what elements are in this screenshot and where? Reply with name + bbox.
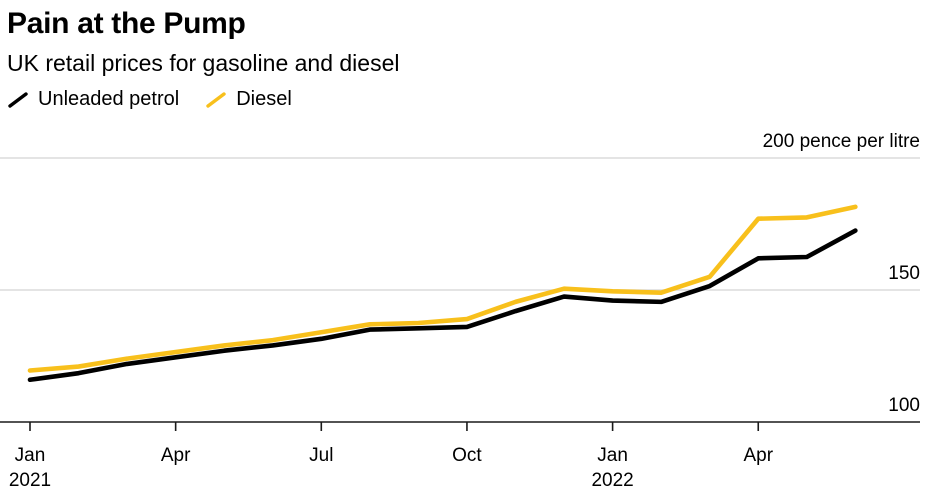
y-axis-label-100: 100: [888, 395, 920, 416]
series-line-diesel: [27, 204, 858, 373]
x-axis-year-label: 2022: [591, 470, 633, 491]
chart-title: Pain at the Pump: [7, 7, 246, 40]
diesel-line-swatch-icon: [206, 91, 226, 108]
y-axis-label-200: 200 pence per litre: [763, 131, 920, 152]
x-axis-label: Jan: [15, 445, 46, 466]
x-axis-label: Jul: [309, 445, 333, 466]
chart-subtitle: UK retail prices for gasoline and diesel: [7, 50, 400, 76]
x-axis-label: Apr: [161, 445, 191, 466]
x-axis-year-label: 2021: [9, 470, 51, 491]
x-axis-label: Oct: [452, 445, 482, 466]
petrol-line-swatch-icon: [8, 91, 28, 108]
series-line-unleaded-petrol: [27, 228, 858, 383]
legend-item-diesel: Diesel: [205, 88, 292, 111]
legend: Unleaded petrol Diesel: [7, 88, 292, 111]
legend-label-diesel: Diesel: [236, 88, 292, 110]
x-axis-label: Jan: [597, 445, 628, 466]
legend-item-unleaded-petrol: Unleaded petrol: [7, 88, 179, 111]
x-axis-label: Apr: [743, 445, 773, 466]
y-axis-label-150: 150: [888, 263, 920, 284]
legend-label-unleaded-petrol: Unleaded petrol: [38, 88, 180, 110]
